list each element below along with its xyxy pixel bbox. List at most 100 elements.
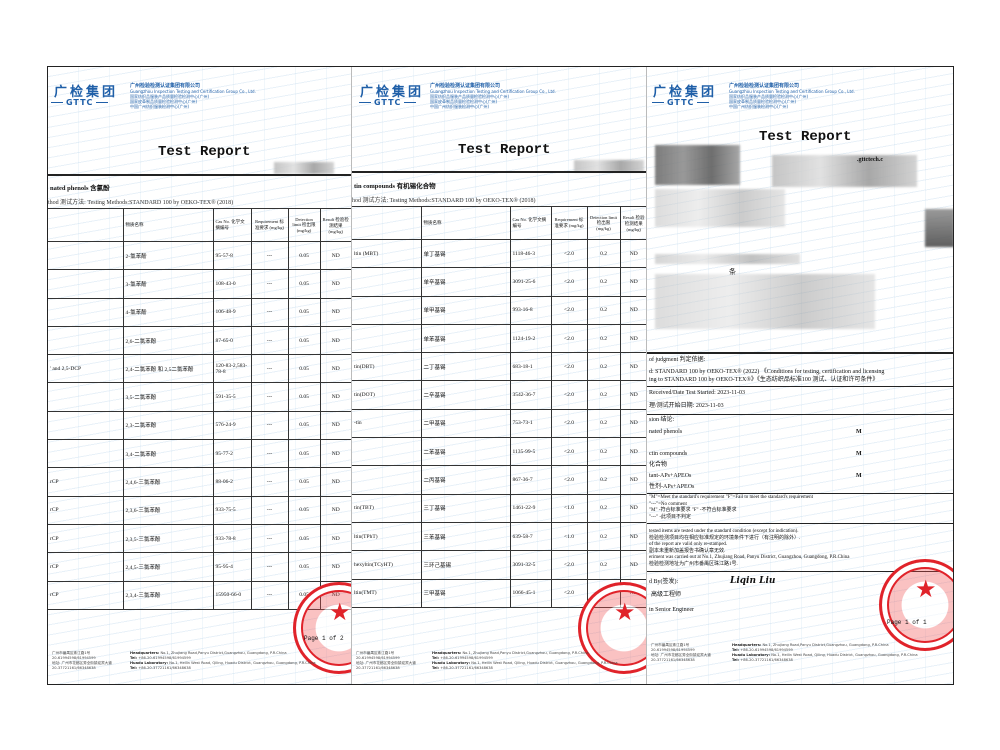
official-stamp: ★ (879, 559, 953, 651)
table-cell: 867-36-7 (509, 465, 551, 495)
table-cell: <2.0 (550, 295, 587, 325)
table-row: 二丙基锡 867-36-7 <2.0 0.2 ND (352, 465, 646, 495)
company-logo-en: GTTC (649, 98, 712, 107)
page-number: Page 1 of 2 (304, 635, 344, 642)
table-cell: 95-95-4 (212, 552, 251, 582)
table-cell: ND (319, 325, 351, 355)
table-cell: 0.05 (287, 552, 320, 582)
table-cell: 三甲基锡 (420, 578, 510, 608)
table-cell: 0.2 (586, 352, 620, 381)
table-cell: 2,4-二氯苯酚 和 2,5二氯苯酚 (122, 354, 213, 383)
judgment-label: of judgment 判定依据: (649, 357, 706, 363)
report-title: Test Report (458, 142, 551, 158)
table-cell: 95-77-2 (212, 439, 251, 468)
table-cell: ND (619, 352, 646, 381)
table-cell: ltin (MBT) (352, 238, 421, 268)
table-cell: 106-48-9 (212, 297, 251, 327)
divider (647, 493, 953, 494)
redacted-block (655, 189, 785, 227)
table-cell: --- (250, 523, 288, 553)
table-cell: 0.05 (287, 382, 320, 412)
table-cell: ND (619, 550, 646, 580)
table-row: 单苯基锡 1124-19-2 <2.0 0.2 ND (352, 323, 646, 353)
results-table: 物质名称 Cas No. 化学文摘编号 Requirement 标准要求 (mg/k… (352, 206, 646, 608)
table-row: rCP 2,4,6-三氯苯酚 88-06-2 --- 0.05 ND (48, 467, 351, 497)
divider (647, 352, 953, 354)
table-cell: tin(TBT) (352, 493, 421, 523)
table-cell: ND (319, 354, 351, 383)
table-cell: 3-氯苯酚 (122, 269, 213, 299)
conclusion-result: M (856, 451, 862, 457)
table-cell: <2.0 (550, 437, 587, 466)
report-page-2: 广检集团 GTTC 广州检验检测认证集团有限公司 Guangzhou Inspec… (351, 67, 646, 684)
company-info: 广州检验检测认证集团有限公司 Guangzhou Inspection Testi… (430, 83, 556, 110)
conclusion-item-cn: 性剂-APs+APEOs (649, 484, 695, 490)
table-header: 物质名称 Cas No. 化学文摘编号 Requirement 标准要求 (mg/k… (48, 208, 351, 242)
table-cell: 3542-36-7 (509, 380, 551, 410)
conclusion-label: sion 结论: (649, 417, 675, 423)
table-cell: --- (250, 467, 288, 497)
page-number: Page 1 of 1 (887, 619, 927, 626)
table-cell: 683-18-1 (509, 352, 551, 381)
conclusion-result: M (856, 429, 862, 435)
column-header: Requirement 标准要求 (mg/kg) (550, 206, 587, 240)
table-cell: 二丙基锡 (420, 465, 510, 495)
signer-title-cn: 高级工程师 (651, 592, 682, 598)
table-row: 二苯基锡 1135-99-5 <2.0 0.2 ND (352, 437, 646, 466)
company-logo: 广检集团 (360, 85, 425, 100)
table-cell: 0.2 (586, 493, 620, 523)
column-header: Requirement 标准要求 (mg/kg) (250, 208, 288, 242)
column-header (48, 208, 123, 242)
table-cell: 4-氯苯酚 (122, 297, 213, 327)
table-cell (48, 439, 123, 468)
table-row: 3,5-二氯苯酚 591-35-5 --- 0.05 ND (48, 382, 351, 412)
report-page-1: 广检集团 GTTC 广州检验检测认证集团有限公司 Guangzhou Inspec… (48, 67, 351, 684)
date-received-cn: 理/测试开始日期: 2023-11-03 (649, 403, 724, 409)
redacted-block (655, 254, 800, 264)
table-cell: 0.05 (287, 325, 320, 355)
table-row: rCP 2,3,5-三氯苯酚 933-78-8 --- 0.05 ND (48, 523, 351, 553)
table-cell: 591-35-5 (212, 382, 251, 412)
table-cell: ND (619, 521, 646, 551)
table-cell: 二辛基锡 (420, 380, 510, 410)
table-cell: 0.2 (586, 295, 620, 325)
table-cell: ND (619, 295, 646, 325)
table-cell: 0.05 (287, 495, 320, 525)
table-cell: tin(DOT) (352, 380, 421, 410)
table-cell: --- (250, 580, 288, 610)
table-cell: 3,5-二氯苯酚 (122, 382, 213, 412)
table-cell: <1.0 (550, 521, 587, 551)
footer-left: 广州市番禺区珠江路1号 20-61994598/61994599 地址: 广州市花都… (356, 651, 416, 670)
notes: tested items are tested under the standa… (649, 529, 850, 567)
redacted-block (574, 160, 644, 172)
table-cell: 0.05 (287, 269, 320, 299)
conclusion-item: tant-APs+APEOs (649, 473, 692, 479)
table-cell: <2.0 (550, 408, 587, 438)
report-page-3: 广检集团 GTTC 广州检验检测认证集团有限公司 Guangzhou Inspec… (646, 67, 953, 684)
table-bottom-border (352, 607, 646, 608)
standard-line-2: ing to STANDARD 100 by OEKO-TEX®》《生态纺织品标… (649, 377, 879, 383)
standard-line: d: STANDARD 100 by OEKO-TEX® (2022) 《Con… (649, 369, 885, 375)
table-row: rCP 2,3,6-三氯苯酚 933-75-5 --- 0.05 ND (48, 495, 351, 525)
table-cell: ND (619, 267, 646, 297)
table-cell (48, 325, 123, 355)
table-cell: rCP (48, 495, 123, 525)
table-cell: 3091-32-5 (509, 550, 551, 580)
table-cell: -tin (352, 408, 421, 438)
test-method: hod 测试方法: Testing Methods:STANDARD 100 b… (352, 198, 536, 204)
column-header: Cas No. 化学文摘编号 (212, 208, 251, 242)
table-row: 2,6-二氯苯酚 87-65-0 --- 0.05 ND (48, 325, 351, 355)
section-title: tin compounds 有机锡化合物 (354, 183, 436, 190)
table-cell: 933-75-5 (212, 495, 251, 525)
redacted-block (655, 145, 740, 185)
footer-address: Headquarters: No.1, Zhujiang Road,Panyu … (732, 643, 918, 662)
table-cell: <2.0 (550, 238, 587, 268)
table-cell: 单苯基锡 (420, 323, 510, 353)
table-cell: 0.05 (287, 523, 320, 553)
table-cell: 1066-45-1 (509, 578, 551, 608)
table-cell: rCP (48, 580, 123, 610)
table-cell: 3091-25-6 (509, 267, 551, 297)
table-row: rCP 2,4,5-三氯苯酚 95-95-4 --- 0.05 ND (48, 552, 351, 582)
conclusion-item-cn: 化合物 (649, 462, 668, 468)
table-cell: 0.05 (287, 297, 320, 327)
